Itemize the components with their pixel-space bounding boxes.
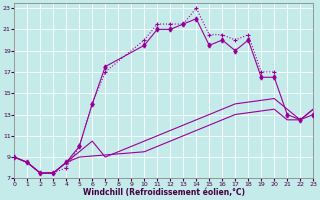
X-axis label: Windchill (Refroidissement éolien,°C): Windchill (Refroidissement éolien,°C) xyxy=(83,188,245,197)
